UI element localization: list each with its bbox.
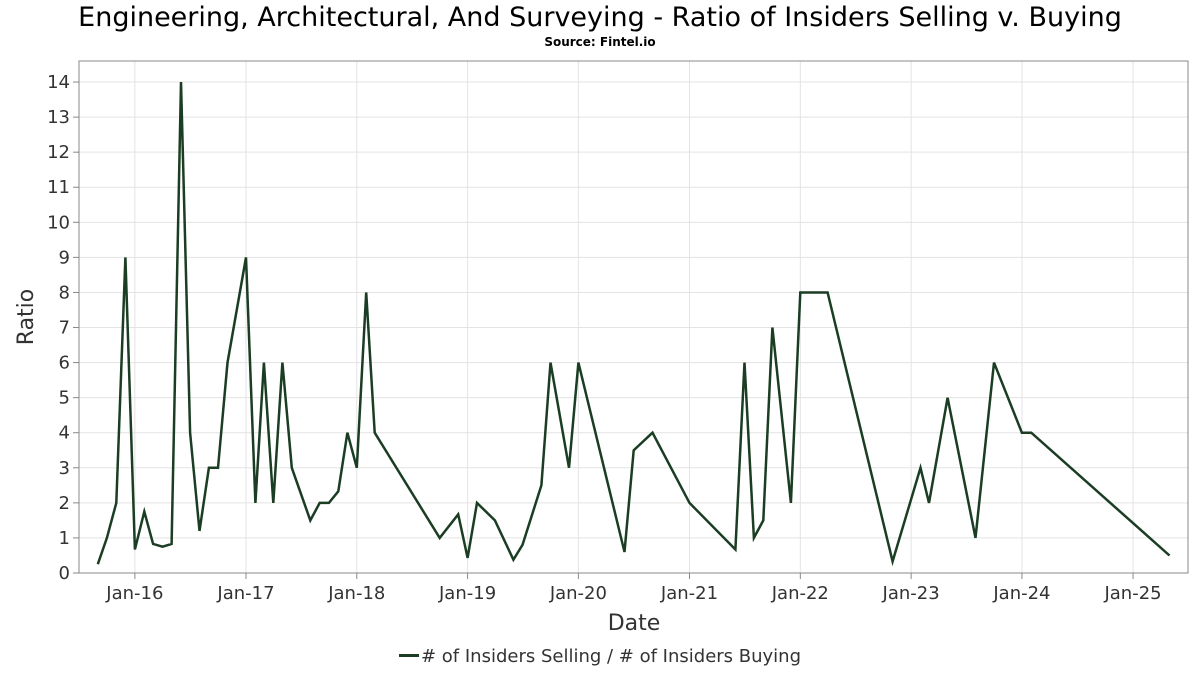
plot-area-border [78, 60, 1189, 574]
legend-label: # of Insiders Selling / # of Insiders Bu… [420, 646, 802, 667]
x-tick-label: Jan-16 [105, 583, 163, 604]
x-tick-label: Jan-18 [327, 583, 385, 604]
y-tick-label: 8 [59, 282, 70, 303]
y-tick-label: 0 [59, 563, 70, 584]
x-tick-label: Jan-25 [1103, 583, 1161, 604]
y-tick-label: 7 [59, 318, 70, 339]
chart-subtitle: Source: Fintel.io [544, 35, 656, 49]
legend: # of Insiders Selling / # of Insiders Bu… [0, 646, 1200, 667]
y-tick-label: 5 [59, 388, 70, 409]
grid [79, 61, 1188, 574]
x-tick-label: Jan-24 [992, 583, 1050, 604]
y-tick-label: 14 [47, 72, 70, 93]
y-tick-label: 10 [47, 212, 70, 233]
y-tick-label: 12 [47, 142, 70, 163]
y-tick-label: 1 [59, 528, 70, 549]
y-tick-label: 3 [59, 458, 70, 479]
x-tick-label: Jan-17 [216, 583, 274, 604]
y-tick-label: 4 [59, 423, 70, 444]
x-tick-label: Jan-19 [438, 583, 496, 604]
x-tick-label: Jan-23 [882, 583, 940, 604]
legend-swatch [398, 653, 419, 657]
series-line [96, 81, 1171, 567]
y-tick-label: 9 [59, 247, 70, 268]
y-tick-label: 2 [59, 493, 70, 514]
x-tick-label: Jan-21 [660, 583, 718, 604]
x-axis: Jan-16 Jan-17 Jan-18 Jan-19 Jan-20 Jan-21 Jan-… [105, 573, 1162, 604]
y-axis-title: Ratio [14, 289, 39, 345]
x-tick-label: Jan-20 [549, 583, 607, 604]
y-tick-label: 13 [47, 107, 70, 128]
x-axis-title: Date [608, 611, 661, 636]
y-tick-label: 11 [47, 177, 70, 198]
chart-title: Engineering, Architectural, And Surveyin… [78, 2, 1122, 33]
y-tick-label: 6 [59, 353, 70, 374]
x-tick-label: Jan-22 [771, 583, 829, 604]
series-layer [96, 81, 1171, 567]
